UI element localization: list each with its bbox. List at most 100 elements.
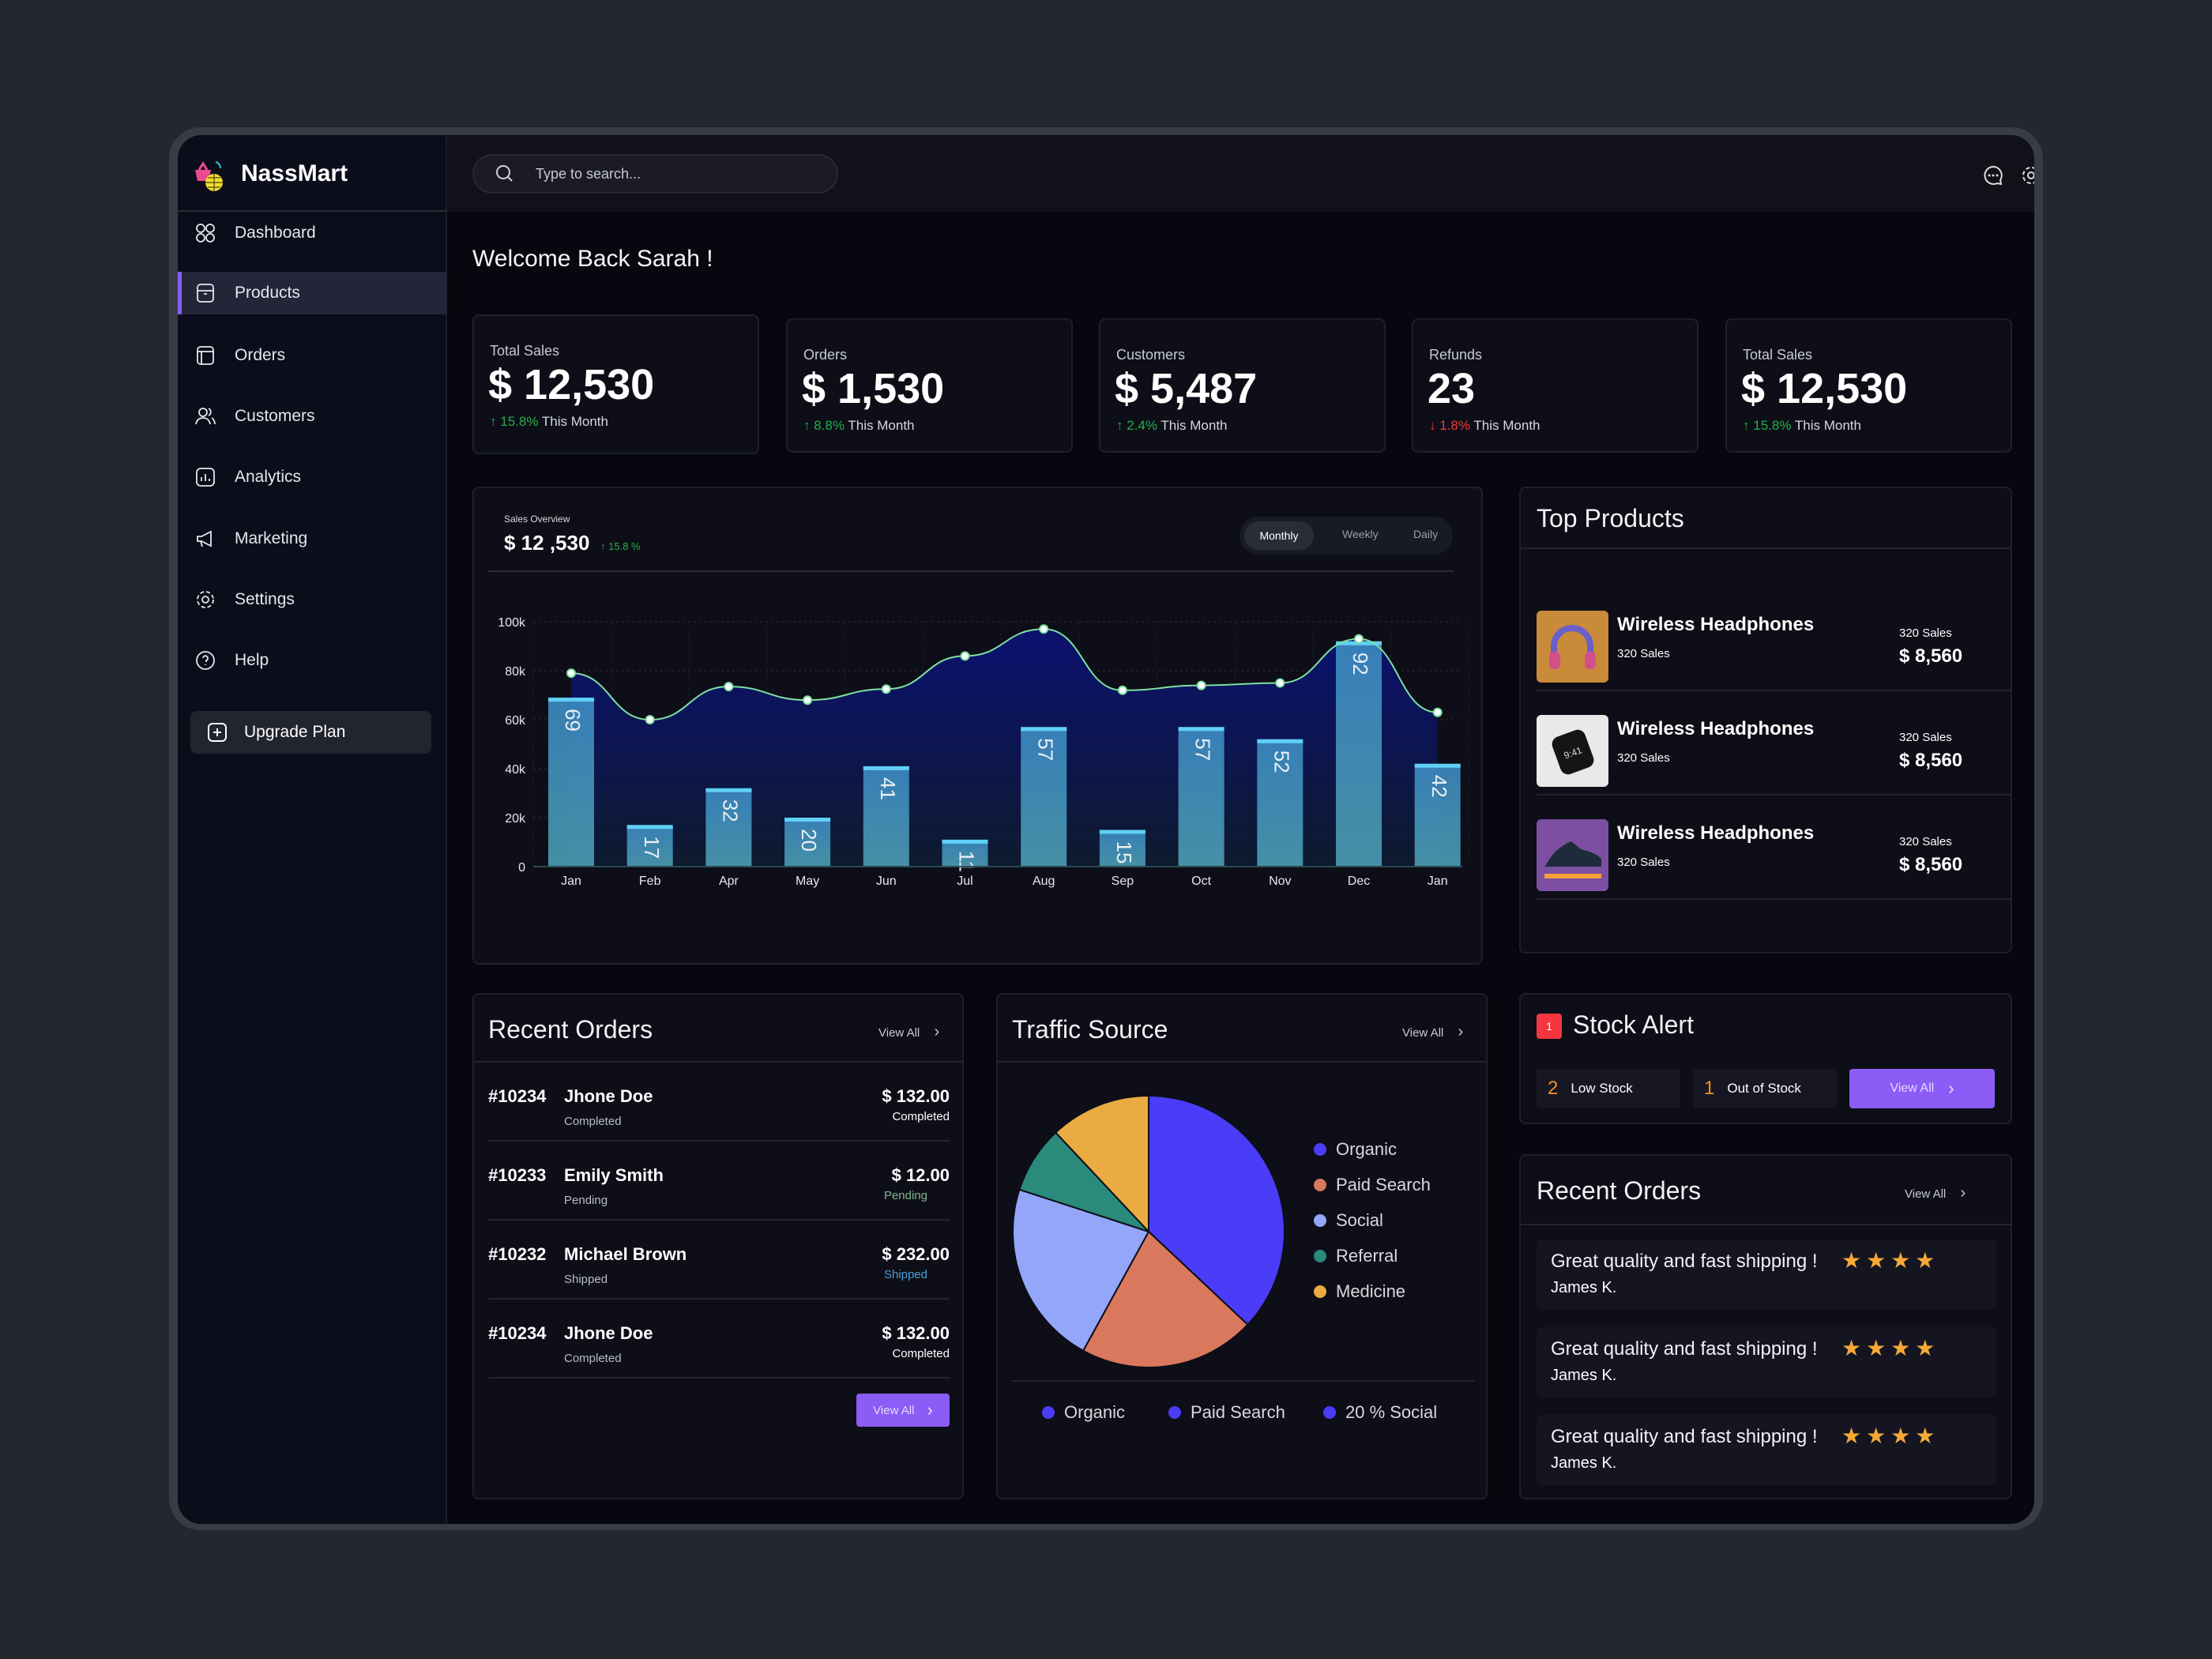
tab-weekly[interactable]: Weekly <box>1342 528 1379 540</box>
line-point[interactable] <box>960 651 970 661</box>
stat-label: Total Sales <box>1743 347 1813 363</box>
product-row[interactable]: 9:41 Wireless Headphones 320 Sales 320 S… <box>1537 715 1996 788</box>
line-point[interactable] <box>1196 680 1206 690</box>
product-image-headphones <box>1537 611 1608 683</box>
bar[interactable] <box>1178 727 1224 867</box>
search-input[interactable]: Type to search... <box>472 154 838 194</box>
tab-daily[interactable]: Daily <box>1413 528 1439 540</box>
review-author: James K. <box>1551 1454 1617 1472</box>
line-point[interactable] <box>1354 634 1364 644</box>
order-row[interactable]: #10234 Jhone Doe Completed $ 132.00 Comp… <box>488 1086 950 1149</box>
line-point[interactable] <box>803 695 813 705</box>
sidebar-item-dashboard[interactable]: Dashboard <box>178 212 447 254</box>
bar-value-label: 15 <box>1112 841 1136 864</box>
period-toggle: Monthly Weekly Daily <box>1240 517 1453 555</box>
legend-label: Referral <box>1336 1246 1398 1266</box>
product-sales: 320 Sales <box>1617 751 1670 765</box>
bottom-legend-item: 20 % Social <box>1323 1402 1437 1423</box>
chat-icon[interactable] <box>1981 164 2005 187</box>
order-row[interactable]: #10233 Emily Smith Pending $ 12.00 Pendi… <box>488 1165 950 1228</box>
stock-alert-title: Stock Alert <box>1573 1010 1694 1039</box>
sales-chart: 0 20k 40k 60k 80k 100k 69 Jan 17 Feb 32 Apr 20 May 41 J… <box>498 616 1469 888</box>
review-item[interactable]: Great quality and fast shipping ! ★★★★ J… <box>1537 1415 1996 1485</box>
bar[interactable] <box>626 825 673 867</box>
order-status-badge: Shipped <box>883 1268 927 1281</box>
bar[interactable] <box>705 788 752 867</box>
line-point[interactable] <box>1275 678 1285 688</box>
review-item[interactable]: Great quality and fast shipping ! ★★★★ J… <box>1537 1327 1996 1398</box>
recent-orders-card: Recent Orders View All › #10234 Jhone Do… <box>472 993 964 1499</box>
out-of-stock-item[interactable]: 1 Out of Stock <box>1693 1069 1837 1108</box>
recent-orders-title: Recent Orders <box>488 1015 653 1044</box>
sidebar-item-products[interactable]: Products <box>178 272 447 314</box>
reviews-card: Recent Orders View All › Great quality a… <box>1519 1154 2012 1499</box>
x-tick-label: Nov <box>1269 875 1291 888</box>
bar[interactable] <box>1336 641 1382 867</box>
pie-slice-paid-search[interactable] <box>1082 1230 1249 1368</box>
traffic-view-all[interactable]: View All › <box>1402 1023 1463 1041</box>
y-tick-label: 0 <box>518 861 525 875</box>
product-row[interactable]: Wireless Headphones 320 Sales 320 Sales … <box>1537 611 1996 683</box>
bar[interactable] <box>863 766 909 867</box>
bar[interactable] <box>784 818 831 867</box>
pie-slice-organic[interactable] <box>1148 1094 1285 1326</box>
line-point[interactable] <box>566 668 576 679</box>
stat-change-suffix: This Month <box>541 414 608 429</box>
sidebar-item-label: Orders <box>235 346 286 364</box>
sidebar-item-marketing[interactable]: Marketing <box>178 517 447 560</box>
review-item[interactable]: Great quality and fast shipping ! ★★★★ J… <box>1537 1240 1996 1310</box>
legend-dot-icon <box>1042 1406 1055 1419</box>
sidebar-item-analytics[interactable]: Analytics <box>178 456 447 498</box>
legend-label: Social <box>1336 1210 1383 1230</box>
stat-change-suffix: This Month <box>1473 418 1540 433</box>
legend-label: Medicine <box>1336 1281 1406 1301</box>
bar-cap <box>1099 830 1146 834</box>
order-amount: $ 132.00 <box>882 1323 950 1343</box>
upgrade-plan-button[interactable]: Upgrade Plan <box>190 711 431 754</box>
stock-alert-card: 1 Stock Alert 2 Low Stock 1 Out of Stock V… <box>1519 993 2012 1124</box>
sidebar-item-help[interactable]: Help <box>178 639 447 682</box>
low-stock-item[interactable]: 2 Low Stock <box>1537 1069 1680 1108</box>
out-of-stock-label: Out of Stock <box>1727 1081 1801 1096</box>
bar[interactable] <box>1021 727 1067 867</box>
pie-slice-social[interactable] <box>1012 1188 1150 1352</box>
line-point[interactable] <box>881 684 891 694</box>
stat-value: 23 <box>1428 365 1476 412</box>
order-row[interactable]: #10234 Jhone Doe Completed $ 132.00 Comp… <box>488 1323 950 1386</box>
settings-icon[interactable] <box>2019 164 2034 187</box>
product-revenue: $ 8,560 <box>1899 645 1963 667</box>
bar[interactable] <box>548 698 594 867</box>
order-row[interactable]: #10232 Michael Brown Shipped $ 232.00 Sh… <box>488 1244 950 1307</box>
sidebar-item-settings[interactable]: Settings <box>178 578 447 621</box>
bar-cap <box>548 698 594 702</box>
view-all-label: View All <box>878 1026 920 1040</box>
line-point[interactable] <box>1432 707 1443 717</box>
sidebar-item-customers[interactable]: Customers <box>178 395 447 438</box>
line-point[interactable] <box>1039 624 1049 634</box>
orders-view-all-button[interactable]: View All › <box>856 1394 950 1427</box>
reviews-view-all[interactable]: View All › <box>1905 1184 1966 1202</box>
order-status-badge: Completed <box>892 1347 950 1360</box>
arrow-down-icon: ↓ <box>1429 418 1436 433</box>
line-point[interactable] <box>1117 685 1127 695</box>
recent-orders-view-all[interactable]: View All › <box>878 1023 939 1041</box>
divider <box>488 1377 950 1379</box>
welcome-title: Welcome Back Sarah ! <box>472 246 713 272</box>
stat-card: Refunds 23 ↓ 1.8% This Month <box>1412 318 1698 453</box>
bar[interactable] <box>1414 763 1461 867</box>
pie-slice-medicine[interactable] <box>1054 1094 1149 1234</box>
stat-change: ↑ 8.8% This Month <box>803 418 915 434</box>
bar[interactable] <box>1257 739 1304 867</box>
chevron-right-icon: › <box>934 1023 940 1040</box>
stat-label: Total Sales <box>490 343 560 359</box>
bar[interactable] <box>942 839 988 867</box>
sidebar-item-orders[interactable]: Orders <box>178 334 447 377</box>
bar[interactable] <box>1099 830 1146 867</box>
stock-view-all-button[interactable]: View All › <box>1849 1069 1995 1108</box>
tab-monthly[interactable]: Monthly <box>1244 521 1314 550</box>
product-sales: 320 Sales <box>1617 647 1670 660</box>
product-row[interactable]: Wireless Headphones 320 Sales 320 Sales … <box>1537 819 1996 892</box>
line-point[interactable] <box>645 715 655 724</box>
line-point[interactable] <box>724 682 734 692</box>
sidebar: NassMart Dashboard Products Orders Customer… <box>178 135 447 1524</box>
